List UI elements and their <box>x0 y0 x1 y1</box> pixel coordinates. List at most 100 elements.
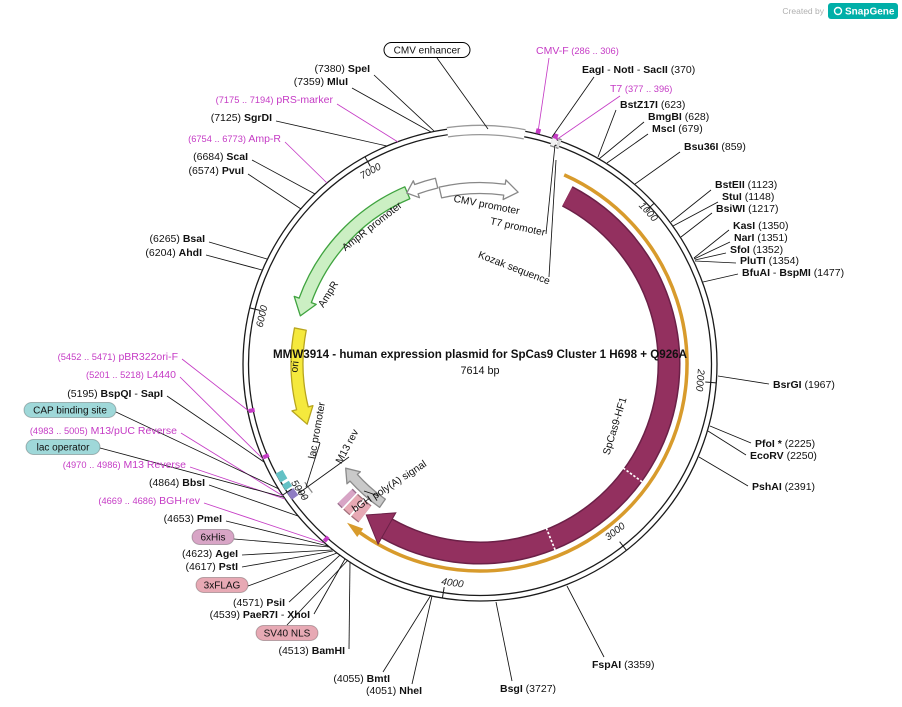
feature-pbr322ori-f-primer-mark[interactable] <box>248 407 256 414</box>
feature-bgh-polya-arrow[interactable] <box>345 467 387 509</box>
feature-pill-lac-operator[interactable]: lac operator <box>25 439 101 455</box>
leader-line <box>606 133 649 164</box>
leader-line <box>670 189 712 223</box>
enzyme-label-paer7i-xhoi[interactable]: (4539) PaeR7I - XhoI <box>210 609 310 621</box>
primer-label-bgh-rev[interactable]: (4669 .. 4686) BGH-rev <box>98 495 200 507</box>
feature-kozak-mark[interactable] <box>555 138 562 150</box>
leader-line <box>115 411 280 490</box>
enzyme-label-stui[interactable]: StuI (1148) <box>722 191 774 203</box>
primer-label-l4440[interactable]: (5201 .. 5218) L4440 <box>86 369 176 381</box>
enzyme-label-mlui[interactable]: (7359) MluI <box>294 76 348 88</box>
enzyme-label-pfoi[interactable]: PfoI * (2225) <box>755 438 815 450</box>
enzyme-label-bamhi[interactable]: (4513) BamHI <box>278 645 345 657</box>
leader-line <box>251 159 316 195</box>
feature-sv40-nls-feature[interactable] <box>351 500 372 523</box>
feature-pill-label-cap-binding-site: CAP binding site <box>33 406 107 417</box>
enzyme-label-bsiwi[interactable]: BsiWI (1217) <box>716 203 778 215</box>
feature-pill-sv40-nls[interactable]: SV40 NLS <box>255 625 319 641</box>
feature-name-label-t7-promoter[interactable]: T7 promoter <box>489 216 547 239</box>
enzyme-label-eagi-noti-sacii[interactable]: EagI - NotI - SacII (370) <box>582 64 695 76</box>
enzyme-label-bfuai-bspmi[interactable]: BfuAI - BspMI (1477) <box>742 267 844 279</box>
primer-label-prs-marker[interactable]: (7175 .. 7194) pRS-marker <box>216 94 334 106</box>
enzyme-label-pluti[interactable]: PluTI (1354) <box>740 255 799 267</box>
feature-pill-3xflag[interactable]: 3xFLAG <box>195 577 249 593</box>
feature-spcas9-arc[interactable] <box>365 186 681 565</box>
enzyme-label-bspqi-sapi[interactable]: (5195) BspQI - SapI <box>67 388 163 400</box>
leader-line <box>284 141 328 184</box>
feature-gold-transcript-arc[interactable] <box>346 173 689 573</box>
feature-name-label-ampr[interactable]: AmpR <box>317 280 341 310</box>
enzyme-label-bsu36i[interactable]: Bsu36I (859) <box>684 141 746 153</box>
leader-line <box>698 456 749 487</box>
primer-label-pbr322ori-f[interactable]: (5452 .. 5471) pBR322ori-F <box>58 351 178 363</box>
feature-lac-promoter-feature[interactable] <box>296 481 313 499</box>
leader-line <box>305 442 321 488</box>
feature-name-label-ori[interactable]: ori <box>289 360 301 373</box>
enzyme-label-bsgi[interactable]: BsgI (3727) <box>500 683 556 695</box>
enzyme-label-pmei[interactable]: (4653) PmeI <box>164 513 222 525</box>
leader-line <box>680 212 713 238</box>
feature-6xhis-feature[interactable] <box>337 488 357 509</box>
leader-line <box>597 109 617 158</box>
primer-label-m13puc-reverse[interactable]: (4983 .. 5005) M13/pUC Reverse <box>30 425 177 437</box>
enzyme-label-psti[interactable]: (4617) PstI <box>185 561 238 573</box>
leader-line <box>288 554 341 603</box>
feature-cmv-enhancer-band[interactable] <box>446 124 526 140</box>
feature-pill-6xhis[interactable]: 6xHis <box>191 529 235 545</box>
feature-lac-operator-feature[interactable] <box>281 480 293 491</box>
enzyme-label-scai[interactable]: (6684) ScaI <box>193 151 248 163</box>
enzyme-label-nari[interactable]: NarI (1351) <box>734 232 788 244</box>
enzyme-label-psii[interactable]: (4571) PsiI <box>233 597 285 609</box>
leader-line <box>241 549 333 556</box>
enzyme-label-bmti[interactable]: (4055) BmtI <box>333 673 390 685</box>
enzyme-label-msci[interactable]: MscI (679) <box>652 123 703 135</box>
enzyme-label-bbsi[interactable]: (4864) BbsI <box>149 477 205 489</box>
primer-label-t7[interactable]: T7 (377 .. 396) <box>610 83 672 95</box>
enzyme-label-bstz17i[interactable]: BstZ17I (623) <box>620 99 685 111</box>
feature-ampr-promoter-arrow[interactable] <box>406 177 439 199</box>
enzyme-label-bmgbi[interactable]: BmgBI (628) <box>648 111 709 123</box>
feature-pill-cap-binding-site[interactable]: CAP binding site <box>23 402 117 418</box>
feature-3xflag-feature[interactable] <box>343 493 364 516</box>
feature-ori-arrow[interactable] <box>290 327 314 425</box>
leader-line <box>286 559 349 626</box>
enzyme-label-pvui[interactable]: (6574) PvuI <box>189 165 245 177</box>
leader-line <box>208 241 268 260</box>
created-by-text: Created by <box>782 6 824 16</box>
enzyme-label-fspai[interactable]: FspAI (3359) <box>592 659 654 671</box>
enzyme-label-kasi[interactable]: KasI (1350) <box>733 220 788 232</box>
feature-pill-label-sv40-nls: SV40 NLS <box>264 629 311 640</box>
leader-line <box>694 260 737 264</box>
enzyme-label-sgrdi[interactable]: (7125) SgrDI <box>211 112 272 124</box>
enzyme-label-nhei[interactable]: (4051) NheI <box>366 685 422 697</box>
enzyme-label-bsrgi[interactable]: BsrGI (1967) <box>773 379 835 391</box>
feature-t7-promoter-mark[interactable] <box>549 136 558 148</box>
primer-label-cmv-f[interactable]: CMV-F (286 .. 306) <box>536 45 619 57</box>
scale-tick <box>282 488 293 496</box>
feature-name-label-cmv-promoter[interactable]: CMV promoter <box>453 194 521 218</box>
feature-l4440-primer-mark[interactable] <box>262 453 270 460</box>
enzyme-label-ecorv[interactable]: EcoRV (2250) <box>750 450 817 462</box>
enzyme-label-agei[interactable]: (4623) AgeI <box>182 548 238 560</box>
leader-line <box>166 395 265 463</box>
enzyme-label-ahdi[interactable]: (6204) AhdI <box>145 247 202 259</box>
feature-pill-cmv-enhancer[interactable]: CMV enhancer <box>383 42 471 58</box>
feature-cap-binding-feature[interactable] <box>275 469 288 483</box>
primer-label-amp-r[interactable]: (6754 .. 6773) Amp-R <box>188 133 281 145</box>
feature-name-label-spcas9-hf1[interactable]: SpCas9-HF1 <box>602 396 630 456</box>
enzyme-label-bsteii[interactable]: BstEII (1123) <box>715 179 777 191</box>
feature-t7-primer-mark[interactable] <box>552 133 559 140</box>
enzyme-label-spei[interactable]: (7380) SpeI <box>315 63 371 75</box>
primer-label-m13-reverse[interactable]: (4970 .. 4986) M13 Reverse <box>63 459 186 471</box>
scale-label-1000: 1000 <box>636 200 660 224</box>
enzyme-label-pshai[interactable]: PshAI (2391) <box>752 481 815 493</box>
feature-cmv-promoter-arrow[interactable] <box>438 179 519 201</box>
leader-line <box>348 561 351 650</box>
feature-name-label-kozak-sequence[interactable]: Kozak sequence <box>476 250 551 288</box>
feature-ampr-arc[interactable] <box>293 186 411 317</box>
feature-bgh-rev-primer-mark[interactable] <box>322 535 330 543</box>
leader-line <box>203 502 325 544</box>
enzyme-label-bsai[interactable]: (6265) BsaI <box>150 233 206 245</box>
enzyme-label-sfoi[interactable]: SfoI (1352) <box>730 244 783 256</box>
feature-name-label-m13-rev[interactable]: M13 rev <box>334 427 362 466</box>
